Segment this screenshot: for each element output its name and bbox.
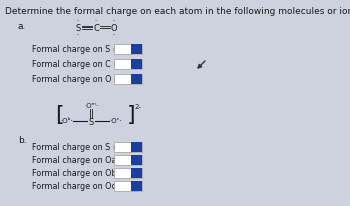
Text: [: [ xyxy=(55,104,64,124)
Text: S: S xyxy=(75,24,80,33)
Text: ··: ·· xyxy=(76,18,80,23)
Text: C: C xyxy=(93,24,99,33)
Bar xyxy=(131,142,142,152)
Bar xyxy=(131,75,142,85)
Text: 2-: 2- xyxy=(135,103,142,109)
Bar xyxy=(114,75,142,85)
Text: ·Oᶜ·: ·Oᶜ· xyxy=(109,117,121,123)
Bar xyxy=(131,181,142,191)
Bar xyxy=(131,60,142,70)
Text: Formal charge on Oc =: Formal charge on Oc = xyxy=(32,182,125,191)
Text: Formal charge on S =: Formal charge on S = xyxy=(32,45,119,54)
Text: ··: ·· xyxy=(112,18,116,23)
Text: S: S xyxy=(88,117,94,126)
Text: Formal charge on S =: Formal charge on S = xyxy=(32,143,119,152)
Bar xyxy=(114,60,142,70)
Text: a.: a. xyxy=(18,22,26,31)
Text: ]: ] xyxy=(127,104,136,124)
Bar xyxy=(131,168,142,178)
Text: Formal charge on Ob =: Formal charge on Ob = xyxy=(32,169,126,178)
Text: ·Oᵐ·: ·Oᵐ· xyxy=(84,103,98,109)
Text: ··: ·· xyxy=(112,32,116,37)
Text: b.: b. xyxy=(18,135,27,144)
Bar xyxy=(114,155,142,165)
Text: O: O xyxy=(111,24,117,33)
Text: Formal charge on Oa =: Formal charge on Oa = xyxy=(32,156,126,165)
Text: ··: ·· xyxy=(94,18,98,23)
Text: Formal charge on O =: Formal charge on O = xyxy=(32,75,121,84)
Bar xyxy=(114,181,142,191)
Text: Formal charge on C =: Formal charge on C = xyxy=(32,60,120,69)
Bar xyxy=(114,45,142,55)
Text: ·Oᵇ·: ·Oᵇ· xyxy=(61,117,74,123)
Bar xyxy=(114,142,142,152)
Text: ··: ·· xyxy=(76,32,80,37)
Text: Determine the formal charge on each atom in the following molecules or ions:: Determine the formal charge on each atom… xyxy=(5,7,350,16)
Bar xyxy=(131,45,142,55)
Bar xyxy=(131,155,142,165)
Bar xyxy=(114,168,142,178)
